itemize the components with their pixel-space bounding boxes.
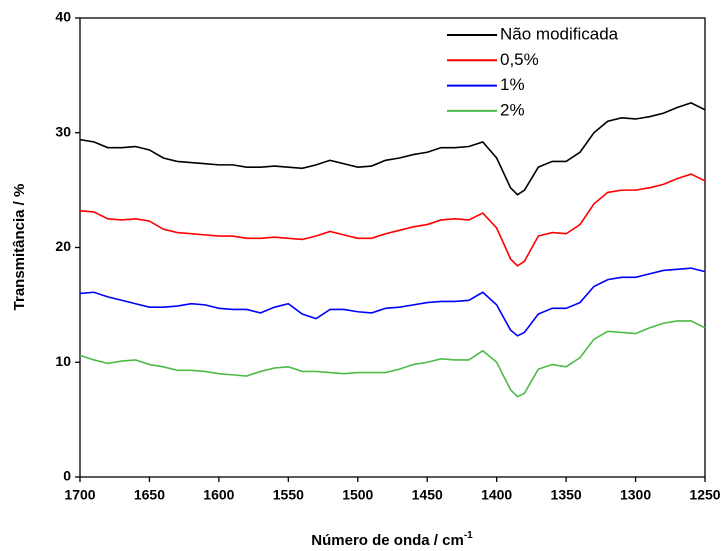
x-tick-label: 1250 xyxy=(689,487,720,503)
series-line xyxy=(79,267,706,337)
x-tick-label: 1500 xyxy=(342,487,373,503)
legend-label: Não modificada xyxy=(500,24,619,43)
x-tick-label: 1550 xyxy=(273,487,304,503)
y-axis-label: Transmitância / % xyxy=(11,184,28,311)
x-tick-label: 1600 xyxy=(203,487,234,503)
series-line xyxy=(79,102,706,196)
x-tick-label: 1400 xyxy=(481,487,512,503)
legend-label: 0,5% xyxy=(500,50,539,69)
x-tick-label: 1700 xyxy=(64,487,95,503)
x-tick-label: 1650 xyxy=(134,487,165,503)
x-tick-label: 1350 xyxy=(551,487,582,503)
y-tick-label: 30 xyxy=(55,123,71,139)
x-axis-label-main: Número de onda / cm xyxy=(311,532,464,549)
x-tick-label: 1300 xyxy=(620,487,651,503)
x-axis-label: Número de onda / cm-1 xyxy=(311,530,473,549)
y-tick-label: 20 xyxy=(55,238,71,254)
x-axis-label-sup: -1 xyxy=(464,530,473,541)
x-tick-label: 1450 xyxy=(412,487,443,503)
series-line xyxy=(79,173,706,267)
legend-label: 1% xyxy=(500,75,525,94)
y-tick-label: 10 xyxy=(55,353,71,369)
series-line xyxy=(79,320,706,398)
y-tick-label: 0 xyxy=(63,468,71,484)
legend-label: 2% xyxy=(500,100,525,119)
plot-frame xyxy=(79,17,706,478)
y-tick-label: 40 xyxy=(55,9,71,25)
